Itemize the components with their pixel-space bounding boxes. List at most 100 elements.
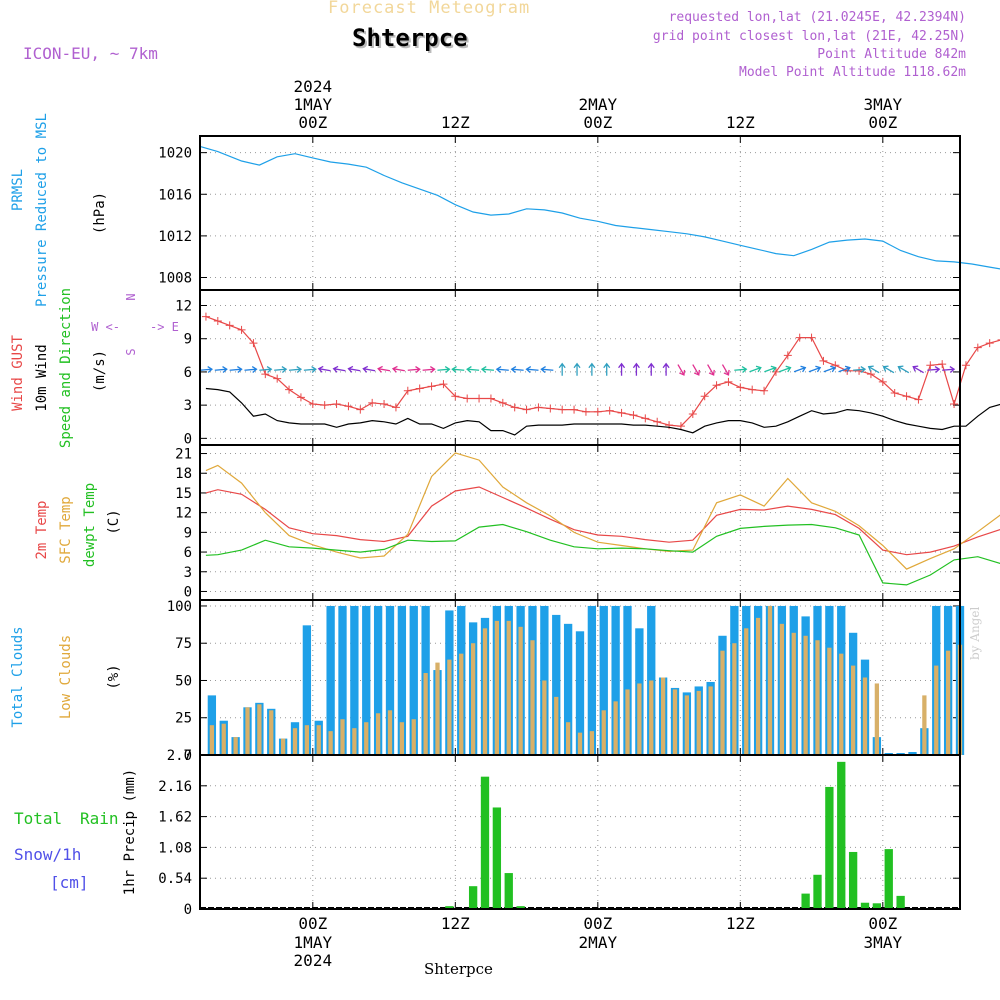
- wind-arrow-shape: [466, 365, 480, 374]
- gust-point-marker: [760, 386, 769, 395]
- compass-w-icon: W <-: [91, 320, 120, 334]
- gust-point-marker: [225, 321, 234, 330]
- bottom-date-label: 3MAY: [864, 933, 903, 952]
- gust-point-marker: [201, 312, 210, 321]
- low-cloud-bar: [625, 689, 630, 755]
- gust-point-marker: [249, 339, 258, 348]
- gust-point-marker: [486, 394, 495, 403]
- wind-direction-arrow: [573, 362, 581, 376]
- gust-point-marker: [415, 384, 424, 393]
- y-tick-label: 3: [184, 565, 192, 581]
- gust-point-marker: [795, 333, 804, 342]
- total-cloud-bar: [587, 605, 597, 755]
- wind-arrow-shape: [882, 365, 895, 374]
- y-tick-label: 0: [184, 431, 192, 447]
- wind-arrow-shape: [867, 365, 880, 374]
- gust-point-marker: [985, 339, 994, 348]
- gust-point-marker: [997, 339, 1000, 341]
- low-cloud-bar: [554, 696, 559, 755]
- sfc-temp-label: SFC Temp: [58, 496, 74, 563]
- gust-point-marker: [938, 360, 947, 369]
- y-tick-label: 21: [175, 447, 192, 463]
- gust-point-marker: [522, 405, 531, 414]
- wind-arrow-shape: [573, 362, 581, 376]
- top-date-label: 3MAY: [864, 95, 903, 114]
- compass-s-icon: S: [124, 348, 138, 355]
- meteogram-title: Forecast Meteogram: [328, 0, 531, 18]
- low-cloud-bar: [435, 662, 440, 755]
- wind-direction-arrow: [199, 365, 213, 374]
- total-cloud-bar: [350, 605, 359, 755]
- wind-speed-dir-label: Speed and Direction: [58, 288, 74, 448]
- low-cloud-bar: [601, 710, 606, 755]
- wind-direction-arrow: [603, 362, 611, 376]
- wind-direction-arrow: [662, 362, 670, 376]
- top-year-label: 2024: [294, 77, 333, 96]
- wind-arrow-shape: [422, 365, 436, 374]
- rain-bar: [445, 906, 454, 909]
- total-cloud-bar: [623, 605, 632, 755]
- wind-direction-arrow: [692, 364, 701, 376]
- low-cloud-bar: [233, 737, 238, 755]
- gust-point-marker: [344, 402, 353, 411]
- gust-point-marker: [380, 400, 389, 409]
- gust-point-marker: [391, 403, 400, 412]
- y-tick-label: 0: [184, 748, 192, 764]
- wind-arrow-shape: [199, 365, 213, 374]
- wind-arrow-shape: [558, 362, 566, 376]
- total-cloud-bar: [611, 605, 620, 755]
- low-cloud-bar: [328, 731, 333, 755]
- bottom-date-label: 1MAY: [294, 933, 333, 952]
- wind-direction-arrow: [927, 365, 941, 374]
- low-cloud-bar: [423, 673, 428, 755]
- gust-point-marker: [498, 398, 507, 407]
- top-date-label: 1MAY: [294, 95, 333, 114]
- wind-unit-label: (m/s): [92, 350, 108, 392]
- rain-bar: [872, 903, 882, 909]
- rain-bar: [860, 902, 870, 909]
- wind-direction-arrow: [391, 365, 405, 373]
- low-cloud-bar: [269, 710, 274, 755]
- total-clouds-label: Total Clouds: [10, 626, 26, 727]
- wind-arrow-shape: [214, 365, 228, 374]
- gust-point-marker: [617, 408, 626, 417]
- wind-direction-arrow: [451, 365, 465, 374]
- total-cloud-bar: [338, 605, 347, 755]
- wind-direction-arrow: [942, 365, 956, 374]
- wind-direction-arrow: [632, 362, 640, 376]
- gust-point-marker: [593, 407, 602, 416]
- low-cloud-bar: [375, 713, 381, 755]
- low-cloud-bar: [720, 650, 725, 755]
- gust-point-marker: [558, 405, 567, 414]
- low-cloud-bar: [316, 725, 321, 755]
- wind-direction-arrow: [707, 364, 715, 376]
- y-tick-label: 3: [184, 398, 192, 414]
- gust-point-marker: [213, 317, 222, 325]
- gust-point-marker: [570, 405, 579, 414]
- y-tick-label: 50: [175, 673, 192, 689]
- low-cloud-bar: [649, 680, 654, 755]
- wind-arrow-shape: [495, 365, 509, 374]
- wind-arrow-shape: [764, 365, 777, 373]
- gust-point-marker: [807, 333, 816, 342]
- wind-arrow-shape: [480, 365, 495, 374]
- low-cloud-bar: [506, 620, 511, 755]
- low-cloud-bar: [755, 617, 761, 755]
- low-cloud-bar: [399, 722, 405, 755]
- gust-point-marker: [546, 404, 555, 413]
- wind-arrow-shape: [823, 365, 837, 373]
- y-tick-label: 100: [167, 599, 192, 615]
- gust-point-marker: [724, 377, 733, 386]
- top-time-label: 00Z: [583, 113, 612, 132]
- wind-direction-arrow: [303, 365, 317, 374]
- bottom-date-label: 2MAY: [579, 933, 618, 952]
- snow-unit-label: [cm]: [50, 873, 89, 892]
- pressure-reduced-label: Pressure Reduced to MSL: [34, 113, 50, 307]
- low-cloud-bar: [352, 728, 357, 755]
- rain-bar: [504, 873, 513, 909]
- top-time-label: 12Z: [726, 113, 755, 132]
- rain-bar: [492, 807, 502, 909]
- low-cloud-bar: [530, 640, 535, 755]
- gust-point-marker: [356, 405, 365, 414]
- low-cloud-bar: [494, 620, 500, 755]
